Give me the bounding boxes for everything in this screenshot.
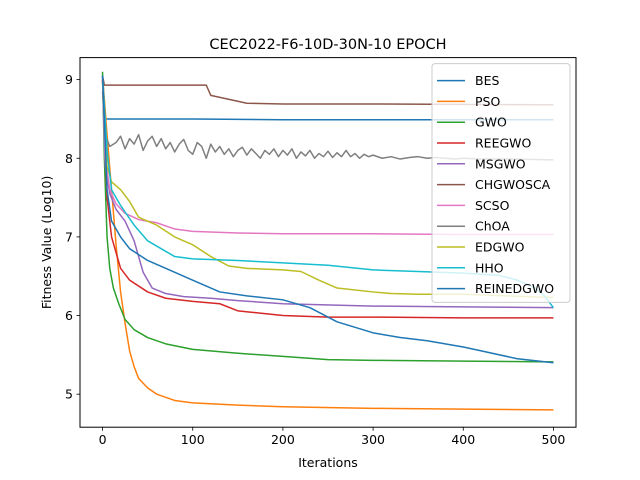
- legend-label-10: REINEDGWO: [475, 281, 554, 296]
- series-line-8: [101, 79, 554, 299]
- legend-label-3: REEGWO: [475, 136, 532, 151]
- y-tick-label-0: 5: [65, 387, 73, 402]
- y-tick-label-4: 9: [65, 72, 73, 87]
- y-axis-label: Fitness Value (Log10): [39, 176, 54, 310]
- legend-label-7: ChOA: [475, 219, 510, 234]
- legend-label-6: SCSO: [475, 198, 510, 213]
- series-line-10: [101, 75, 554, 364]
- y-tick-label-1: 6: [65, 308, 73, 323]
- series-line-5: [101, 75, 554, 106]
- series-line-1: [101, 75, 554, 411]
- series-line-7: [101, 91, 554, 161]
- y-tick-label-2: 7: [65, 229, 73, 244]
- legend-label-9: HHO: [475, 260, 504, 275]
- x-tick-label-2: 200: [271, 432, 295, 447]
- x-tick-label-5: 500: [542, 432, 566, 447]
- x-tick-label-0: 0: [99, 432, 107, 447]
- series-line-3: [101, 79, 554, 319]
- legend-label-0: BES: [475, 73, 499, 88]
- series-line-2: [101, 71, 554, 363]
- series-line-6: [101, 79, 554, 236]
- axes-frame: [79, 57, 577, 428]
- x-axis-label: Iterations: [298, 455, 358, 470]
- legend-label-1: PSO: [475, 94, 500, 109]
- x-tick-label-1: 100: [181, 432, 205, 447]
- chart-title: CEC2022-F6-10D-30N-10 EPOCH: [209, 37, 446, 53]
- y-ticks: 5 6 7 8 9: [65, 72, 80, 402]
- legend: BES PSO GWO REEGWO MSGWO CHGWOSCA SCSO ChOA EDGW…: [431, 63, 571, 303]
- legend-label-8: EDGWO: [475, 240, 525, 255]
- legend-label-2: GWO: [475, 115, 507, 130]
- x-ticks: 0 100 200 300 400 500: [99, 427, 566, 447]
- legend-label-5: CHGWOSCA: [475, 177, 551, 192]
- y-tick-label-3: 8: [65, 151, 73, 166]
- legend-label-4: MSGWO: [475, 156, 526, 171]
- legend-box: [431, 63, 571, 303]
- x-tick-label-4: 400: [451, 432, 475, 447]
- x-tick-label-3: 300: [361, 432, 385, 447]
- series-line-4: [101, 79, 554, 309]
